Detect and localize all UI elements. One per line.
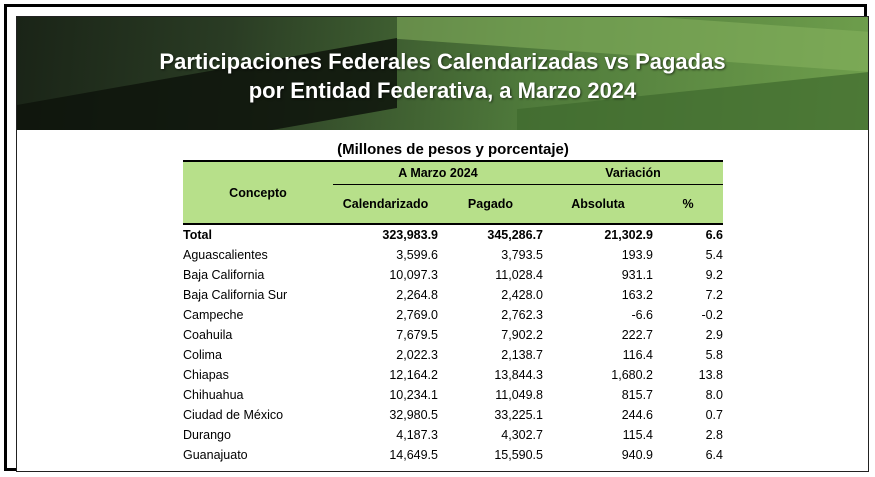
table-row: Coahuila 7,679.5 7,902.2 222.7 2.9 [183,325,723,345]
row-pagado: 11,028.4 [495,268,543,282]
row-pagado: 3,793.5 [501,248,543,262]
row-absoluta: -6.6 [631,308,653,322]
row-pct: 2.9 [705,328,723,342]
row-name: Baja California [183,268,265,282]
row-calendarizado: 7,679.5 [396,328,438,342]
row-name: Chiapas [183,368,229,382]
row-absoluta: 163.2 [621,288,653,302]
row-name: Colima [183,348,222,362]
row-pct: 5.8 [705,348,723,362]
row-pagado: 4,302.7 [501,428,543,442]
row-absoluta: 222.7 [621,328,653,342]
row-pagado: 2,428.0 [501,288,543,302]
row-pct: 0.7 [705,408,723,422]
row-calendarizado: 2,264.8 [396,288,438,302]
row-pagado: 2,762.3 [501,308,543,322]
row-calendarizado: 2,022.3 [396,348,438,362]
row-calendarizado: 10,234.1 [389,388,438,402]
row-absoluta: 931.1 [621,268,653,282]
row-name: Chihuahua [183,388,244,402]
row-name: Baja California Sur [183,288,288,302]
row-pct: 6.4 [705,448,723,462]
row-name: Durango [183,428,231,442]
row-name: Total [183,228,212,242]
slide: Participaciones Federales Calendarizadas… [16,16,869,472]
row-pagado: 11,049.8 [495,388,543,402]
row-absoluta: 244.6 [621,408,653,422]
col-header-calendarizado: Calendarizado [333,184,438,225]
row-pct: 5.4 [705,248,723,262]
row-calendarizado: 323,983.9 [382,228,438,242]
row-pct: 9.2 [705,268,723,282]
col-header-pct: % [653,184,723,225]
row-pct: 7.2 [705,288,723,302]
table-row: Durango 4,187.3 4,302.7 115.4 2.8 [183,425,723,445]
row-calendarizado: 32,980.5 [389,408,438,422]
row-pagado: 2,138.7 [501,348,543,362]
row-pagado: 7,902.2 [501,328,543,342]
row-absoluta: 115.4 [622,428,653,442]
table-row: Ciudad de México 32,980.5 33,225.1 244.6… [183,405,723,425]
col-group-a-marzo: A Marzo 2024 [333,160,543,185]
row-name: Aguascalientes [183,248,268,262]
page-title: Participaciones Federales Calendarizadas… [17,47,868,105]
title-line-2: por Entidad Federativa, a Marzo 2024 [248,78,637,103]
table-row-total: Total 323,983.9 345,286.7 21,302.9 6.6 [183,224,723,245]
row-calendarizado: 4,187.3 [396,428,438,442]
col-header-absoluta: Absoluta [543,184,653,225]
row-calendarizado: 3,599.6 [396,248,438,262]
row-name: Campeche [183,308,244,322]
outer-frame: Participaciones Federales Calendarizadas… [4,4,869,472]
row-pct: 6.6 [705,228,723,242]
col-group-variacion: Variación [543,160,723,185]
title-line-1: Participaciones Federales Calendarizadas… [159,49,726,74]
row-absoluta: 116.4 [622,348,653,362]
table-subtitle: (Millones de pesos y porcentaje) [337,141,569,158]
row-pagado: 33,225.1 [494,408,543,422]
table-row: Aguascalientes 3,599.6 3,793.5 193.9 5.4 [183,245,723,265]
row-name: Ciudad de México [183,408,284,422]
row-pct: 8.0 [705,388,723,402]
row-absoluta: 1,680.2 [611,368,653,382]
row-calendarizado: 12,164.2 [389,368,438,382]
row-absoluta: 21,302.9 [604,228,653,242]
table-row: Campeche 2,769.0 2,762.3 -6.6 -0.2 [183,305,723,325]
row-absoluta: 193.9 [621,248,653,262]
row-name: Coahuila [183,328,233,342]
table-row: Chiapas 12,164.2 13,844.3 1,680.2 13.8 [183,365,723,385]
row-pct: 13.8 [698,368,723,382]
row-absoluta: 815.7 [621,388,653,402]
table-row: Chihuahua 10,234.1 11,049.8 815.7 8.0 [183,385,723,405]
row-name: Guanajuato [183,448,248,462]
participaciones-table: Concepto A Marzo 2024 Variación Calendar… [183,160,723,465]
row-pagado: 15,590.5 [494,448,543,462]
row-pagado: 345,286.7 [487,228,543,242]
row-absoluta: 940.9 [621,448,653,462]
col-header-pagado: Pagado [438,184,543,225]
row-calendarizado: 2,769.0 [396,308,438,322]
title-banner: Participaciones Federales Calendarizadas… [17,17,868,130]
row-calendarizado: 10,097.3 [389,268,438,282]
table-row: Colima 2,022.3 2,138.7 116.4 5.8 [183,345,723,365]
col-header-concepto: Concepto [183,160,333,225]
row-pct: -0.2 [701,308,723,322]
table-row: Baja California Sur 2,264.8 2,428.0 163.… [183,285,723,305]
row-pagado: 13,844.3 [494,368,543,382]
row-pct: 2.8 [705,428,723,442]
table-row: Guanajuato 14,649.5 15,590.5 940.9 6.4 [183,445,723,465]
table-row: Baja California 10,097.3 11,028.4 931.1 … [183,265,723,285]
row-calendarizado: 14,649.5 [389,448,438,462]
